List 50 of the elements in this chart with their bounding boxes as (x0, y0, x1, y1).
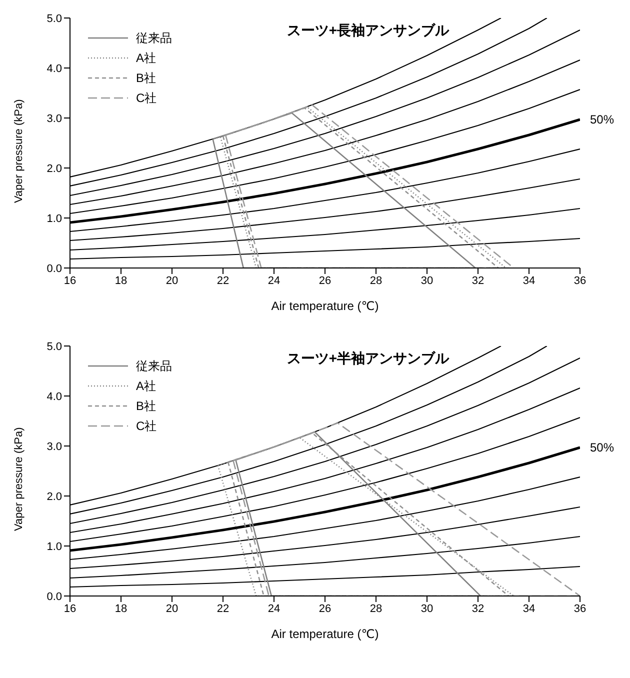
y-tick-label: 3.0 (46, 112, 62, 125)
y-axis-title: Vaper pressure (kPa) (12, 427, 25, 531)
x-tick-label: 16 (64, 602, 76, 615)
x-tick-label: 20 (166, 602, 178, 615)
y-tick-label: 4.0 (46, 62, 62, 75)
x-tick-label: 26 (318, 602, 332, 615)
chart-title: スーツ+半袖アンサンブル (286, 350, 450, 366)
x-tick-label: 32 (472, 602, 484, 615)
x-tick-label: 22 (216, 274, 230, 287)
y-tick-label: 0.0 (46, 590, 62, 603)
y-tick-label: 1.0 (46, 540, 62, 553)
y-tick-label: 5.0 (46, 12, 62, 25)
y-tick-label: 4.0 (46, 390, 62, 403)
y-tick-label: 2.0 (46, 162, 62, 175)
x-tick-label: 16 (64, 274, 76, 287)
x-axis-title: Air temperature (℃) (271, 299, 379, 313)
x-tick-label: 24 (268, 274, 280, 287)
x-tick-label: 20 (166, 274, 178, 287)
x-tick-label: 28 (370, 602, 382, 615)
legend-label: C社 (136, 90, 157, 106)
x-tick-label: 26 (318, 274, 332, 287)
legend-label: C社 (136, 418, 157, 434)
legend-label: 従来品 (136, 358, 172, 374)
legend-label: A社 (136, 378, 156, 394)
series-label: 50% (590, 440, 614, 454)
x-tick-label: 34 (522, 274, 536, 287)
legend-label: 従来品 (136, 30, 172, 46)
y-tick-label: 1.0 (46, 212, 62, 225)
x-tick-label: 32 (472, 274, 484, 287)
y-tick-label: 5.0 (46, 340, 62, 353)
legend-label: A社 (136, 50, 156, 66)
x-tick-label: 28 (370, 274, 382, 287)
series-label: 50% (590, 112, 614, 126)
x-tick-label: 18 (114, 602, 128, 615)
y-tick-label: 3.0 (46, 440, 62, 453)
x-tick-label: 36 (574, 602, 586, 615)
x-tick-label: 22 (216, 602, 230, 615)
x-tick-label: 36 (574, 274, 586, 287)
legend-label: B社 (136, 398, 156, 414)
legend-label: B社 (136, 70, 156, 86)
x-tick-label: 34 (522, 602, 536, 615)
x-tick-label: 30 (420, 274, 434, 287)
x-tick-label: 24 (268, 602, 280, 615)
y-axis-title: Vaper pressure (kPa) (12, 99, 25, 203)
y-tick-label: 2.0 (46, 490, 62, 503)
x-tick-label: 30 (420, 602, 434, 615)
chart-title: スーツ+長袖アンサンブル (286, 22, 450, 38)
x-axis-title: Air temperature (℃) (271, 627, 379, 641)
x-tick-label: 18 (114, 274, 128, 287)
y-tick-label: 0.0 (46, 262, 62, 275)
